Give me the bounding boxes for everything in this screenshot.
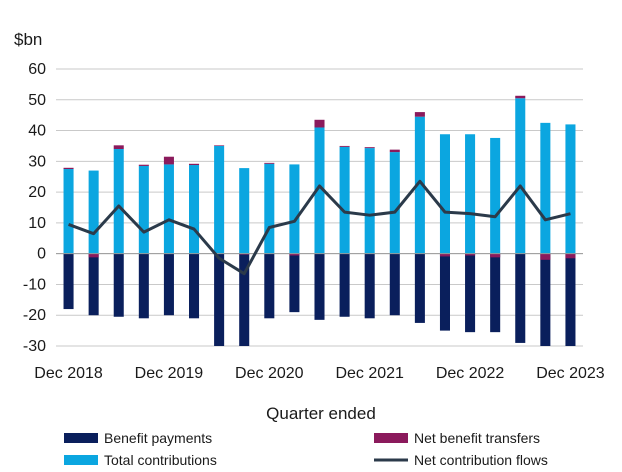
bar-net-benefit-transfers — [163, 156, 174, 165]
bar-benefit-payments — [339, 253, 350, 317]
bar-total-contributions — [189, 165, 200, 254]
legend: Benefit payments Net benefit transfers Tot… — [64, 430, 548, 468]
bar-total-contributions — [565, 124, 576, 254]
legend-label: Total contributions — [104, 452, 217, 468]
bar-benefit-payments — [465, 253, 476, 333]
bar-total-contributions — [389, 152, 400, 254]
bar-total-contributions — [465, 134, 476, 254]
bar-total-contributions — [364, 148, 375, 254]
bar-benefit-payments — [113, 253, 124, 317]
bar-benefit-payments — [264, 253, 275, 319]
bar-net-benefit-transfers — [465, 253, 476, 256]
legend-label: Net benefit transfers — [414, 430, 540, 446]
bar-benefit-payments — [239, 253, 250, 346]
x-tick-label: Dec 2023 — [536, 365, 605, 382]
bar-net-benefit-transfers — [389, 149, 400, 153]
bar-benefit-payments — [565, 253, 576, 346]
y-tick-label: 0 — [37, 246, 46, 263]
bar-total-contributions — [239, 168, 250, 254]
bar-benefit-payments — [364, 253, 375, 319]
bar-benefit-payments — [88, 253, 99, 316]
bar-benefit-payments — [163, 253, 174, 316]
net-contribution-line — [68, 179, 571, 276]
bar-net-benefit-transfers — [63, 167, 74, 170]
bar-net-benefit-transfers — [189, 163, 200, 166]
bar-total-contributions — [63, 169, 74, 254]
bar-net-benefit-transfers — [490, 253, 501, 258]
bar-total-contributions — [214, 145, 225, 254]
bar-net-benefit-transfers — [88, 253, 99, 258]
y-axis-ticks: -30 -20 -10 0 10 20 30 40 50 60 — [23, 61, 46, 355]
bar-net-benefit-transfers — [515, 95, 526, 99]
legend-swatch — [64, 455, 98, 465]
bar-benefit-payments — [189, 253, 200, 319]
bar-net-benefit-transfers — [339, 145, 350, 147]
bar-total-contributions — [113, 149, 124, 254]
bar-benefit-payments — [314, 253, 325, 320]
bar-total-contributions — [414, 116, 425, 254]
legend-swatch — [374, 433, 408, 443]
bar-net-benefit-transfers — [364, 147, 375, 149]
x-tick-label: Dec 2019 — [135, 365, 204, 382]
bar-net-benefit-transfers — [439, 253, 450, 257]
x-tick-label: Dec 2018 — [34, 365, 103, 382]
bar-benefit-payments — [63, 253, 74, 310]
bar-net-benefit-transfers — [540, 253, 551, 260]
y-tick-label: -30 — [23, 338, 46, 355]
bar-total-contributions — [289, 164, 300, 254]
legend-label: Net contribution flows — [414, 452, 548, 468]
x-tick-label: Dec 2022 — [436, 365, 505, 382]
bar-total-contributions — [339, 146, 350, 254]
line-net-contribution-flows — [68, 179, 571, 276]
bar-total-contributions — [163, 164, 174, 254]
bar-benefit-payments — [540, 253, 551, 346]
x-tick-label: Dec 2021 — [335, 365, 404, 382]
y-tick-label: 20 — [28, 184, 46, 201]
bars — [63, 95, 576, 346]
bar-benefit-payments — [214, 253, 225, 346]
bar-benefit-payments — [490, 253, 501, 333]
y-tick-label: 30 — [28, 153, 46, 170]
legend-swatch — [64, 433, 98, 443]
y-tick-label: 40 — [28, 123, 46, 140]
bar-net-benefit-transfers — [138, 164, 149, 166]
y-tick-label: -10 — [23, 276, 46, 293]
bar-net-benefit-transfers — [565, 253, 576, 259]
y-tick-label: 60 — [28, 61, 46, 78]
bar-net-benefit-transfers — [264, 162, 275, 164]
bar-net-benefit-transfers — [414, 112, 425, 117]
bar-benefit-payments — [138, 253, 149, 319]
bar-total-contributions — [314, 127, 325, 254]
bar-benefit-payments — [414, 253, 425, 323]
bar-total-contributions — [515, 98, 526, 254]
bar-total-contributions — [439, 134, 450, 254]
bar-total-contributions — [138, 165, 149, 254]
bar-total-contributions — [540, 122, 551, 254]
bar-net-benefit-transfers — [289, 253, 300, 256]
x-axis-ticks: Dec 2018 Dec 2019 Dec 2020 Dec 2021 Dec 2022… — [34, 365, 604, 382]
bar-total-contributions — [88, 170, 99, 254]
y-tick-label: 50 — [28, 92, 46, 109]
bar-total-contributions — [264, 163, 275, 254]
x-axis-label: Quarter ended — [266, 404, 376, 423]
bar-benefit-payments — [439, 253, 450, 331]
y-tick-label: 10 — [28, 215, 46, 232]
bar-benefit-payments — [389, 253, 400, 316]
y-tick-label: -20 — [23, 307, 46, 324]
bar-net-benefit-transfers — [214, 145, 225, 146]
legend-label: Benefit payments — [104, 430, 212, 446]
bar-benefit-payments — [515, 253, 526, 343]
bar-total-contributions — [490, 137, 501, 254]
bar-benefit-payments — [289, 253, 300, 313]
x-tick-label: Dec 2020 — [235, 365, 304, 382]
unit-label: $bn — [14, 30, 42, 49]
bar-net-benefit-transfers — [113, 145, 124, 150]
bar-net-benefit-transfers — [314, 119, 325, 128]
